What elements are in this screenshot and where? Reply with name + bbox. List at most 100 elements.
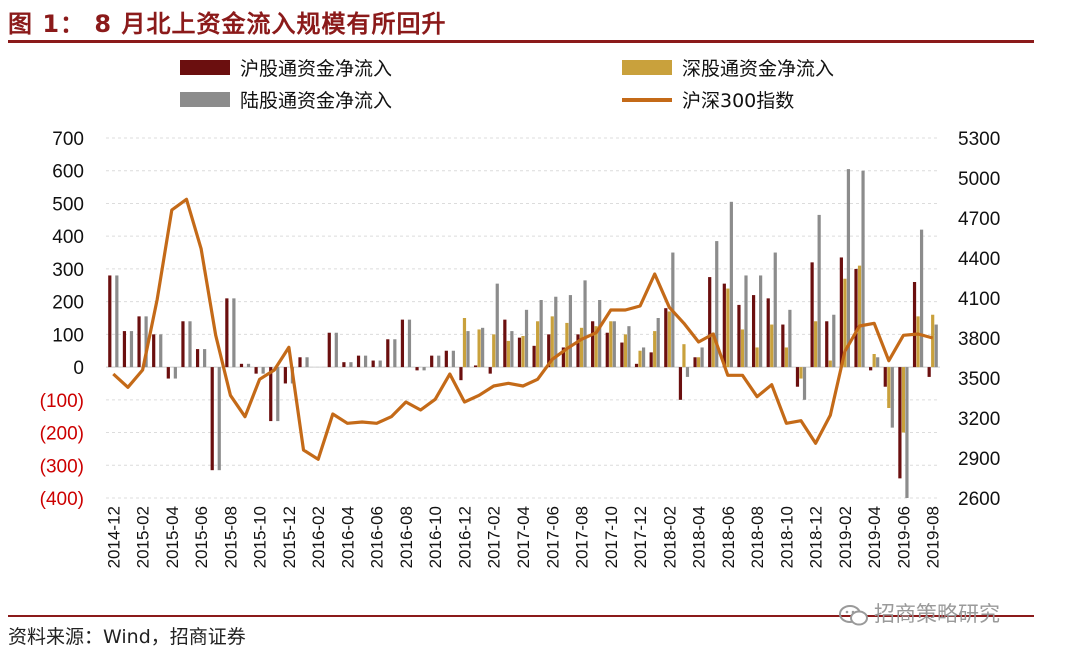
x-tick-label: 2019-02 [836, 506, 855, 568]
bar-s0-2015-09 [239, 363, 244, 368]
bar-s1-2019-03 [857, 265, 862, 368]
legend-label-1: 深股通资金净流入 [682, 58, 834, 80]
bar-s0-2015-02 [137, 316, 141, 368]
bar-s2-2019-04 [876, 357, 880, 368]
x-tick-label: 2016-12 [455, 506, 474, 568]
bar-s2-2016-06 [378, 360, 382, 368]
bar-s1-2017-02 [492, 334, 496, 368]
bar-s1-2017-05 [536, 321, 540, 368]
bar-s2-2019-07 [919, 229, 924, 368]
x-tick-label: 2015-04 [163, 506, 182, 568]
x-tick-label: 2016-06 [368, 506, 387, 568]
bar-s2-2015-02 [144, 316, 148, 368]
right-tick-label: 5000 [958, 169, 1000, 190]
bar-s2-2016-03 [334, 332, 338, 368]
bar-s2-2017-12 [641, 347, 646, 368]
bar-s0-2017-11 [620, 342, 624, 368]
bar-s2-2017-11 [627, 326, 631, 368]
bar-s1-2019-04 [872, 354, 876, 368]
bar-s0-2015-06 [195, 349, 200, 368]
bar-s0-2018-06 [722, 283, 726, 368]
bar-s2-2016-07 [393, 339, 397, 368]
bar-s0-2017-06 [547, 334, 551, 368]
left-tick-label: 100 [52, 325, 84, 346]
right-tick-label: 4100 [958, 289, 1000, 310]
bar-s1-2018-04 [696, 357, 701, 368]
watermark-text: 招商策略研究 [874, 602, 1000, 626]
bar-s0-2016-12 [459, 367, 463, 381]
bar-s2-2015-07 [217, 367, 221, 471]
index-line [112, 197, 934, 461]
bar-s1-2018-03 [682, 344, 686, 368]
bar-s0-2015-12 [283, 367, 287, 384]
bar-s2-2017-07 [568, 295, 573, 368]
bar-s1-2019-01 [828, 360, 832, 368]
x-tick-label: 2018-04 [690, 506, 709, 568]
bar-s1-2018-08 [755, 347, 759, 368]
x-tick-label: 2019-06 [894, 506, 913, 568]
bar-s0-2017-02 [488, 367, 492, 374]
bar-s1-2017-03 [506, 340, 510, 368]
right-tick-label: 5300 [958, 129, 1000, 150]
wechat-icon [839, 605, 868, 626]
x-tick-label: 2017-10 [602, 506, 621, 568]
x-tick-label: 2018-06 [719, 506, 738, 568]
legend-label-2: 陆股通资金净流入 [240, 90, 392, 112]
legend-swatch-2 [180, 92, 230, 107]
bar-s1-2018-01 [653, 331, 657, 368]
bar-s1-2017-10 [609, 321, 613, 368]
bar-s2-2015-11 [276, 367, 280, 422]
legend-label-3: 沪深300指数 [682, 90, 794, 112]
x-tick-label: 2018-12 [807, 506, 826, 568]
x-tick-label: 2016-04 [338, 506, 357, 568]
bar-s0-2017-09 [591, 321, 595, 368]
bar-s2-2019-01 [832, 314, 836, 368]
bar-s2-2017-05 [539, 300, 543, 368]
bar-s2-2017-08 [583, 280, 587, 368]
bar-s0-2018-07 [737, 304, 741, 368]
left-tick-label: (200) [40, 424, 84, 445]
bar-s2-2018-03 [685, 367, 690, 377]
bar-s2-2014-12 [115, 275, 119, 368]
bar-s0-2018-08 [751, 295, 756, 368]
bar-s0-2018-03 [678, 367, 683, 400]
bar-s0-2019-07 [912, 282, 917, 368]
bar-s0-2019-02 [839, 257, 843, 368]
bar-s1-2017-09 [594, 326, 598, 368]
left-axis-tick-labels: 700 600 500 400 300 200 100 0 (100) (200) (300) (40… [40, 129, 84, 510]
bar-s0-2018-01 [649, 352, 653, 368]
right-tick-label: 2600 [958, 489, 1000, 510]
bar-s1-2018-05 [711, 332, 715, 368]
bar-s2-2015-06 [203, 349, 207, 368]
bar-s1-2016-12 [462, 318, 467, 368]
right-axis-tick-labels: 5300 5000 4700 4400 4100 3800 3500 3200 2900 2600 [958, 129, 1000, 510]
bar-s0-2015-04 [166, 367, 170, 379]
bar-s2-2018-04 [700, 347, 704, 368]
bar-s0-2018-02 [664, 308, 668, 368]
bar-s2-2018-12 [817, 214, 821, 368]
bar-s0-2019-06 [898, 367, 902, 479]
x-tick-label: 2018-08 [748, 506, 767, 568]
bar-s1-2017-07 [565, 322, 569, 368]
bar-s0-2016-08 [400, 319, 405, 368]
bar-s2-2015-05 [188, 321, 192, 368]
bar-s2-2018-05 [715, 241, 719, 368]
x-tick-label: 2017-04 [514, 506, 533, 568]
title-divider [8, 40, 1034, 43]
bar-s0-2015-03 [152, 334, 156, 368]
bar-s2-2018-08 [759, 275, 763, 368]
bar-s1-2018-10 [784, 347, 788, 368]
bar-s2-2018-10 [788, 309, 792, 368]
x-tick-label: 2019-08 [924, 506, 943, 568]
bar-s2-2015-08 [232, 298, 236, 368]
left-tick-label: 600 [52, 162, 84, 183]
bar-s2-2018-09 [773, 252, 777, 368]
bar-s0-2018-09 [766, 298, 770, 368]
legend-swatch-1 [622, 60, 672, 75]
right-tick-label: 3800 [958, 329, 1000, 350]
bar-s2-2015-10 [261, 367, 265, 374]
bar-s0-2016-01 [298, 357, 302, 368]
bar-s0-2016-04 [342, 362, 346, 368]
right-tick-label: 3500 [958, 369, 1000, 390]
bar-s1-2017-04 [521, 336, 525, 368]
